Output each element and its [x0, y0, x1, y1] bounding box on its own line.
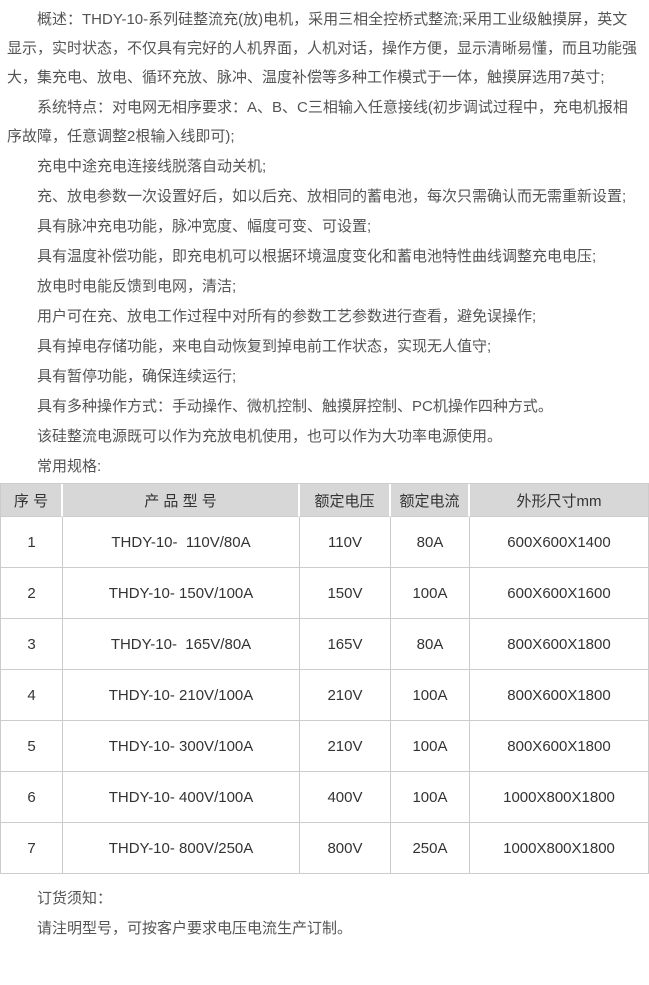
- col-header-index: 序 号: [1, 484, 63, 517]
- order-notice-title: 订货须知：: [37, 890, 113, 907]
- cell-current: 100A: [391, 772, 470, 823]
- cell-index: 7: [1, 823, 63, 873]
- table-row: 7 THDY-10- 800V/250A 800V 250A 1000X800X…: [1, 823, 649, 873]
- order-notice: 订货须知： 请注明型号，可按客户要求电压电流生产订制。: [0, 884, 649, 943]
- feature-paragraph: 用户可在充、放电工作过程中对所有的参数工艺参数进行查看，避免误操作;: [37, 308, 537, 325]
- feature-paragraph: 充电中途充电连接线脱落自动关机;: [37, 158, 267, 175]
- cell-index: 5: [1, 721, 63, 772]
- col-header-dimensions: 外形尺寸mm: [470, 484, 649, 517]
- system-features-paragraph: 系统特点：对电网无相序要求：A、B、C三相输入任意接线(初步调试过程中，充电机报…: [7, 99, 628, 145]
- cell-model: THDY-10- 210V/100A: [63, 670, 300, 721]
- cell-current: 80A: [391, 619, 470, 670]
- cell-voltage: 800V: [300, 823, 391, 873]
- cell-voltage: 165V: [300, 619, 391, 670]
- cell-dimensions: 600X600X1400: [470, 517, 649, 568]
- cell-current: 250A: [391, 823, 470, 873]
- cell-voltage: 110V: [300, 517, 391, 568]
- feature-paragraph: 具有掉电存储功能，来电自动恢复到掉电前工作状态，实现无人值守;: [37, 338, 492, 355]
- feature-paragraph: 该硅整流电源既可以作为充放电机使用，也可以作为大功率电源使用。: [37, 428, 503, 445]
- cell-model: THDY-10- 150V/100A: [63, 568, 300, 619]
- cell-model: THDY-10- 165V/80A: [63, 619, 300, 670]
- feature-paragraph: 放电时电能反馈到电网，清洁;: [37, 278, 237, 295]
- cell-model: THDY-10- 400V/100A: [63, 772, 300, 823]
- cell-index: 2: [1, 568, 63, 619]
- spec-table: 序 号 产 品 型 号 额定电压 额定电流 外形尺寸mm 1 THDY-10- …: [0, 483, 649, 874]
- table-row: 4 THDY-10- 210V/100A 210V 100A 800X600X1…: [1, 670, 649, 721]
- cell-dimensions: 600X600X1600: [470, 568, 649, 619]
- cell-dimensions: 800X600X1800: [470, 619, 649, 670]
- cell-voltage: 400V: [300, 772, 391, 823]
- cell-index: 3: [1, 619, 63, 670]
- table-row: 6 THDY-10- 400V/100A 400V 100A 1000X800X…: [1, 772, 649, 823]
- cell-dimensions: 1000X800X1800: [470, 823, 649, 873]
- cell-current: 100A: [391, 721, 470, 772]
- feature-paragraph: 充、放电参数一次设置好后，如以后充、放相同的蓄电池，每次只需确认而无需重新设置;: [37, 188, 627, 205]
- col-header-rated-current: 额定电流: [391, 484, 470, 517]
- overview-paragraph: 概述：THDY-10-系列硅整流充(放)电机，采用三相全控桥式整流;采用工业级触…: [7, 11, 638, 86]
- cell-voltage: 210V: [300, 670, 391, 721]
- cell-dimensions: 1000X800X1800: [470, 772, 649, 823]
- cell-current: 80A: [391, 517, 470, 568]
- table-header-row: 序 号 产 品 型 号 额定电压 额定电流 外形尺寸mm: [1, 484, 649, 517]
- table-row: 5 THDY-10- 300V/100A 210V 100A 800X600X1…: [1, 721, 649, 772]
- feature-paragraph: 具有脉冲充电功能，脉冲宽度、幅度可变、可设置;: [37, 218, 372, 235]
- feature-paragraph: 具有温度补偿功能，即充电机可以根据环境温度变化和蓄电池特性曲线调整充电电压;: [37, 248, 597, 265]
- specs-heading: 常用规格:: [37, 458, 102, 475]
- table-row: 3 THDY-10- 165V/80A 165V 80A 800X600X180…: [1, 619, 649, 670]
- cell-index: 6: [1, 772, 63, 823]
- cell-voltage: 150V: [300, 568, 391, 619]
- cell-index: 4: [1, 670, 63, 721]
- cell-model: THDY-10- 300V/100A: [63, 721, 300, 772]
- cell-dimensions: 800X600X1800: [470, 670, 649, 721]
- cell-index: 1: [1, 517, 63, 568]
- cell-voltage: 210V: [300, 721, 391, 772]
- cell-dimensions: 800X600X1800: [470, 721, 649, 772]
- col-header-rated-voltage: 额定电压: [300, 484, 391, 517]
- table-row: 1 THDY-10- 110V/80A 110V 80A 600X600X140…: [1, 517, 649, 568]
- order-notice-text: 请注明型号，可按客户要求电压电流生产订制。: [37, 920, 353, 937]
- cell-model: THDY-10- 110V/80A: [63, 517, 300, 568]
- table-row: 2 THDY-10- 150V/100A 150V 100A 600X600X1…: [1, 568, 649, 619]
- cell-current: 100A: [391, 568, 470, 619]
- feature-paragraph: 具有暂停功能，确保连续运行;: [37, 368, 237, 385]
- feature-paragraph: 具有多种操作方式：手动操作、微机控制、触摸屏控制、PC机操作四种方式。: [37, 398, 553, 415]
- cell-current: 100A: [391, 670, 470, 721]
- cell-model: THDY-10- 800V/250A: [63, 823, 300, 873]
- col-header-model: 产 品 型 号: [63, 484, 300, 517]
